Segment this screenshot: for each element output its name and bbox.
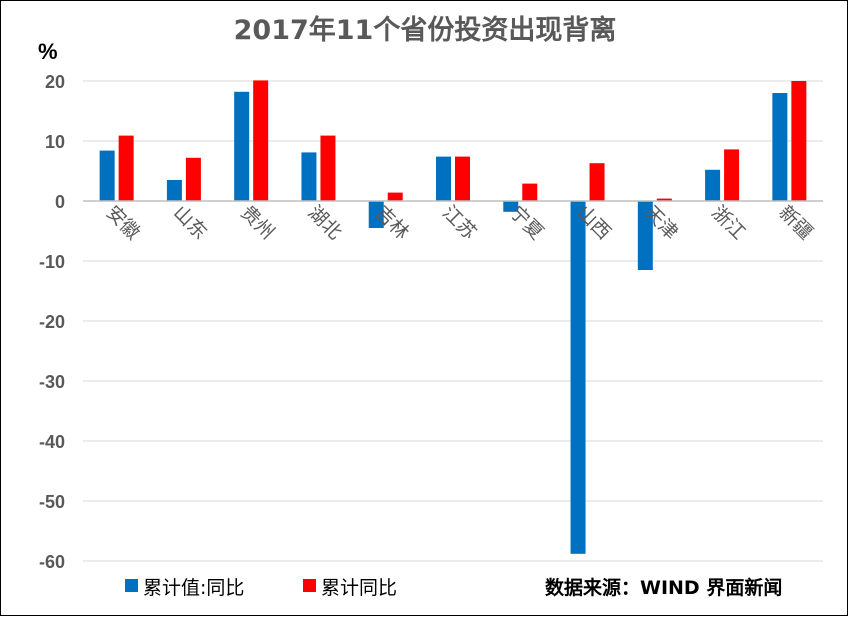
- bar-series-2: [455, 156, 470, 201]
- source-note: 数据来源：WIND 界面新闻: [545, 576, 782, 599]
- y-tick-label: -10: [39, 252, 65, 272]
- bar-series-1: [705, 169, 721, 201]
- bar-series-2: [118, 135, 134, 201]
- bar-series-1: [234, 91, 250, 201]
- bar-series-2: [320, 135, 336, 201]
- bar-series-1: [301, 152, 317, 201]
- y-axis-ticks: 20 10 0 -10 -20 -30 -40 -50 -60: [39, 72, 65, 572]
- bar-series-1: [99, 150, 115, 201]
- y-tick-label: 10: [45, 132, 65, 152]
- bar-series-2: [791, 81, 807, 201]
- bar-series-2: [724, 149, 740, 201]
- x-tick-label: 湖北: [303, 202, 345, 244]
- bar-series-1: [436, 156, 451, 201]
- x-tick-label: 浙江: [707, 202, 749, 244]
- legend-swatch-blue: [125, 579, 138, 592]
- chart-title: 2017年11个省份投资出现背离: [234, 14, 617, 46]
- bar-series-1: [772, 93, 788, 201]
- grid-lines: [83, 80, 823, 562]
- x-axis-labels: 安徽 山东 贵州 湖北 吉林 江苏 宁夏 山西 天津 浙江 新疆: [102, 202, 817, 244]
- bar-series-1: [570, 201, 586, 554]
- bar-series-2: [253, 80, 269, 201]
- bar-series-2: [387, 192, 403, 201]
- bar-series-2: [656, 198, 672, 201]
- x-tick-label: 新疆: [774, 202, 816, 244]
- x-tick-label: 山东: [169, 202, 211, 244]
- x-tick-label: 安徽: [102, 202, 144, 244]
- legend: 累计值:同比 累计同比: [125, 577, 397, 599]
- bar-series-2: [185, 157, 201, 201]
- bar-series-1: [368, 201, 384, 228]
- y-tick-label: -20: [39, 312, 65, 332]
- bar-series-1: [637, 201, 653, 270]
- bar-series-2: [522, 183, 538, 201]
- y-tick-label: -60: [39, 552, 65, 572]
- bars: [99, 80, 807, 554]
- y-axis-unit: %: [38, 39, 58, 64]
- y-tick-label: 20: [45, 72, 65, 92]
- y-tick-label: -40: [39, 432, 65, 452]
- legend-swatch-red: [303, 579, 316, 592]
- legend-label-series-2: 累计同比: [321, 577, 397, 599]
- x-tick-label: 江苏: [438, 202, 480, 244]
- y-tick-label: -30: [39, 372, 65, 392]
- bar-series-1: [166, 180, 182, 201]
- y-tick-label: 0: [55, 192, 65, 212]
- bar-series-1: [503, 201, 519, 212]
- y-tick-label: -50: [39, 492, 65, 512]
- x-tick-label: 贵州: [236, 202, 278, 244]
- legend-label-series-1: 累计值:同比: [143, 577, 244, 599]
- bar-series-2: [589, 163, 605, 201]
